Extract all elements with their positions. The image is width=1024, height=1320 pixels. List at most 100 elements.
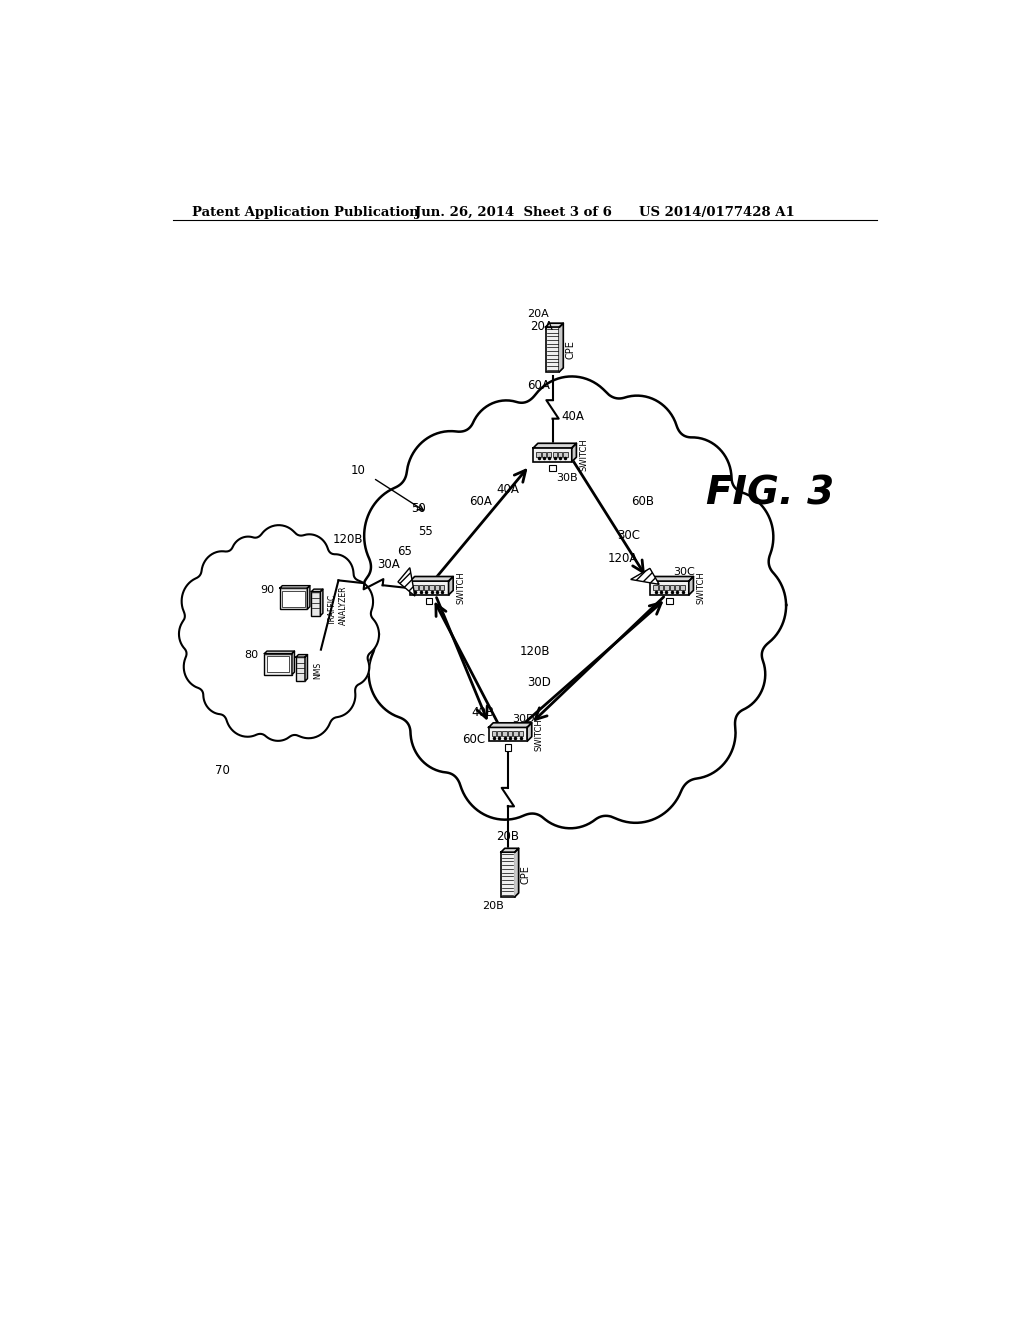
Text: 55: 55	[418, 525, 432, 539]
Polygon shape	[571, 444, 577, 462]
Ellipse shape	[411, 689, 490, 774]
Bar	[670, 585, 674, 590]
Text: 120B: 120B	[519, 644, 550, 657]
Ellipse shape	[313, 672, 355, 717]
Bar	[267, 656, 290, 672]
Polygon shape	[410, 577, 454, 581]
Ellipse shape	[358, 561, 443, 649]
Bar	[488, 727, 527, 742]
Text: 70: 70	[215, 764, 230, 777]
Polygon shape	[534, 444, 577, 447]
Ellipse shape	[289, 535, 329, 577]
Bar	[537, 451, 541, 457]
Text: 20A: 20A	[529, 319, 553, 333]
Polygon shape	[264, 651, 295, 653]
Text: SWITCH: SWITCH	[696, 572, 706, 605]
Ellipse shape	[406, 432, 496, 525]
Bar	[542, 451, 546, 457]
Text: 30D: 30D	[512, 714, 535, 723]
Ellipse shape	[199, 549, 358, 719]
Bar	[440, 585, 444, 590]
Ellipse shape	[181, 577, 228, 627]
Polygon shape	[515, 849, 518, 896]
Ellipse shape	[337, 611, 379, 657]
Text: 60A: 60A	[469, 495, 493, 508]
Bar	[680, 585, 685, 590]
Polygon shape	[280, 586, 310, 589]
Polygon shape	[321, 589, 323, 615]
Bar	[497, 731, 502, 737]
Text: 30A: 30A	[377, 558, 400, 572]
Ellipse shape	[179, 612, 218, 656]
Polygon shape	[398, 568, 415, 597]
Bar	[665, 585, 669, 590]
Bar	[283, 590, 305, 607]
Ellipse shape	[369, 626, 459, 721]
Text: Patent Application Publication: Patent Application Publication	[193, 206, 419, 219]
Text: 30C: 30C	[674, 568, 695, 577]
Bar	[492, 731, 496, 737]
Bar	[419, 585, 423, 590]
Ellipse shape	[258, 698, 298, 741]
Ellipse shape	[364, 484, 464, 589]
Text: 60B: 60B	[631, 495, 654, 508]
Bar	[546, 327, 559, 372]
Polygon shape	[311, 589, 323, 591]
Bar	[508, 731, 512, 737]
Ellipse shape	[183, 644, 226, 689]
Bar	[503, 731, 507, 737]
Text: Jun. 26, 2014  Sheet 3 of 6: Jun. 26, 2014 Sheet 3 of 6	[416, 206, 612, 219]
Polygon shape	[307, 586, 310, 609]
Ellipse shape	[335, 648, 370, 686]
Bar	[675, 585, 679, 590]
Bar	[650, 581, 689, 595]
Text: 30B: 30B	[556, 474, 578, 483]
Bar	[563, 451, 567, 457]
Ellipse shape	[256, 525, 301, 573]
Text: 20B: 20B	[482, 900, 504, 911]
Bar	[280, 589, 307, 609]
Bar	[410, 581, 449, 595]
Ellipse shape	[459, 721, 553, 820]
Text: TRAFFIC
ANALYZER: TRAFFIC ANALYZER	[329, 585, 348, 624]
Ellipse shape	[528, 739, 613, 829]
Bar	[311, 591, 321, 615]
Ellipse shape	[201, 552, 243, 597]
Polygon shape	[559, 323, 563, 372]
Polygon shape	[305, 655, 307, 681]
Text: 50: 50	[412, 502, 426, 515]
Ellipse shape	[586, 718, 686, 822]
Text: US 2014/0177428 A1: US 2014/0177428 A1	[639, 206, 795, 219]
Bar	[518, 731, 523, 737]
Text: 20B: 20B	[496, 829, 518, 842]
Text: NMS: NMS	[313, 661, 323, 678]
Polygon shape	[546, 323, 563, 327]
Text: SWITCH: SWITCH	[457, 572, 465, 605]
Ellipse shape	[646, 684, 736, 779]
Ellipse shape	[594, 395, 679, 484]
Text: 60C: 60C	[462, 733, 484, 746]
Text: 40A: 40A	[497, 483, 519, 496]
Ellipse shape	[331, 579, 373, 624]
Ellipse shape	[651, 437, 731, 520]
Text: 60A: 60A	[527, 379, 550, 392]
Bar	[424, 585, 428, 590]
Ellipse shape	[683, 490, 773, 583]
Bar	[553, 451, 557, 457]
Ellipse shape	[230, 536, 265, 574]
Ellipse shape	[523, 376, 618, 477]
Bar	[501, 853, 515, 896]
Text: 30D: 30D	[527, 676, 551, 689]
Bar	[505, 744, 511, 751]
Text: 65: 65	[396, 545, 412, 557]
Bar	[296, 657, 305, 681]
Ellipse shape	[286, 688, 332, 738]
Text: 90: 90	[260, 585, 273, 594]
Bar	[534, 447, 571, 462]
Text: SWITCH: SWITCH	[580, 438, 589, 471]
Text: 120B: 120B	[333, 533, 364, 546]
Polygon shape	[488, 723, 531, 727]
Text: 40B: 40B	[472, 706, 495, 719]
Text: 30C: 30C	[617, 529, 640, 543]
Text: 40A: 40A	[561, 409, 584, 422]
